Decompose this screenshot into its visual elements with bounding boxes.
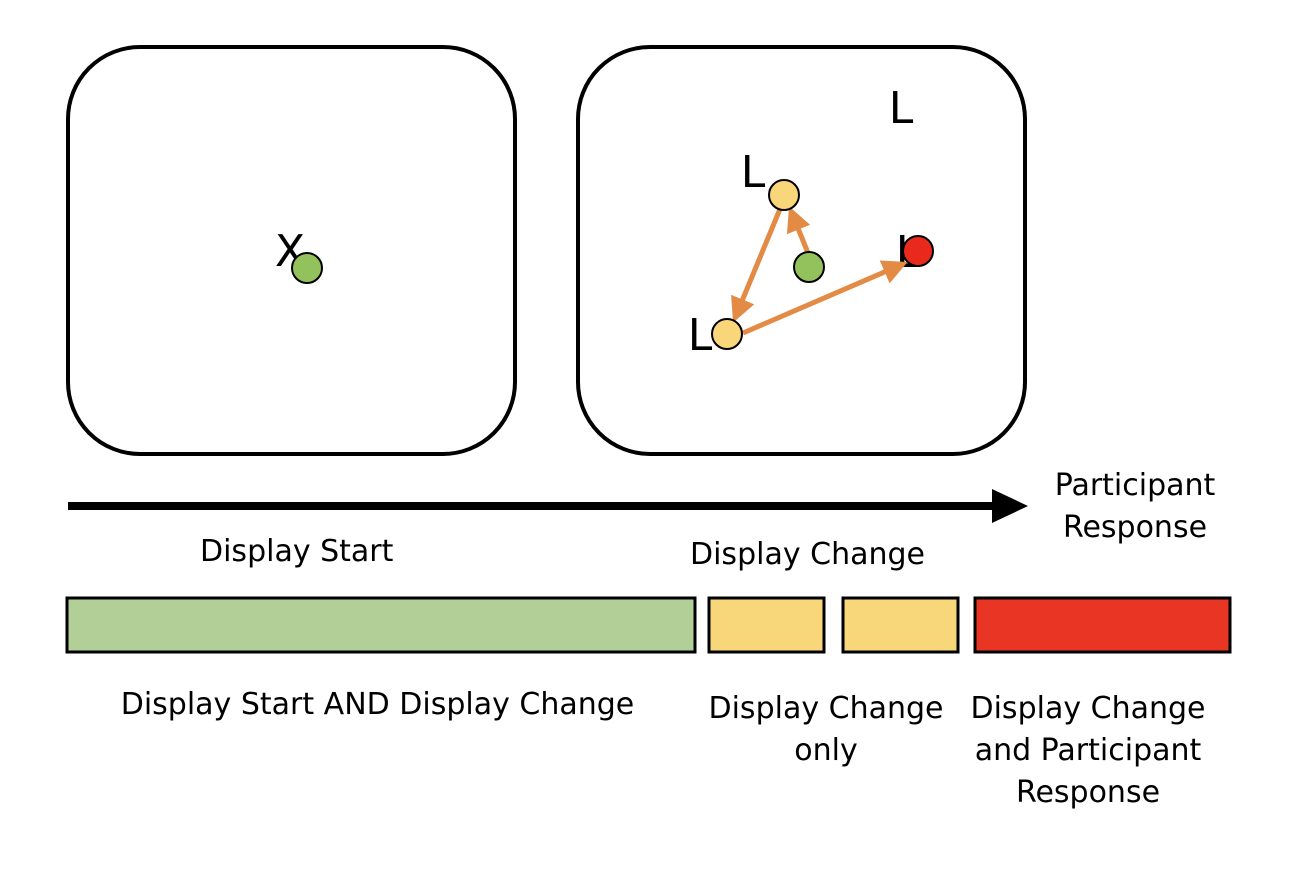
display-change-label: Display Change [690,537,925,572]
arrow-upper-to-lower [731,208,783,323]
legend-bar-yellow-2 [841,596,960,654]
legend-red-line-1: Display Change [970,691,1206,726]
letter-l-top-right: L [889,83,914,134]
participant-response-line-2: Response [1062,510,1208,545]
legend-bar-red [973,596,1232,654]
timeline-arrowhead [992,489,1028,523]
display-start-label: Display Start [200,534,394,569]
legend-green-line-1: Display Start AND Display Change [120,687,635,722]
participant-response-label: Participant Response [1030,465,1240,549]
legend-bar-green [65,596,697,654]
legend-bar-yellow-1 [707,596,826,654]
green-dot [291,252,323,284]
arrow-green-to-upper [786,206,811,254]
legend-yellow-line-2: only [794,733,858,768]
legend-red-line-3: Response [1015,775,1161,810]
display-start-panel [66,45,517,456]
yellow-dot-upper [768,179,800,211]
legend-red-text: Display Change and Participant Response [968,688,1208,814]
display-change-panel [576,45,1027,456]
arrow-lower-to-red [742,260,908,336]
letter-l-lower: L [688,310,713,361]
legend-green-text: Display Start AND Display Change [80,684,675,726]
legend-red-line-2: and Participant [974,733,1202,768]
yellow-dot-lower [711,318,743,350]
legend-yellow-line-1: Display Change [708,691,944,726]
green-dot-change [793,251,825,283]
red-dot [902,235,934,267]
letter-l-upper: L [741,147,766,198]
legend-yellow-text: Display Change only [706,688,946,772]
participant-response-line-1: Participant [1054,468,1216,503]
